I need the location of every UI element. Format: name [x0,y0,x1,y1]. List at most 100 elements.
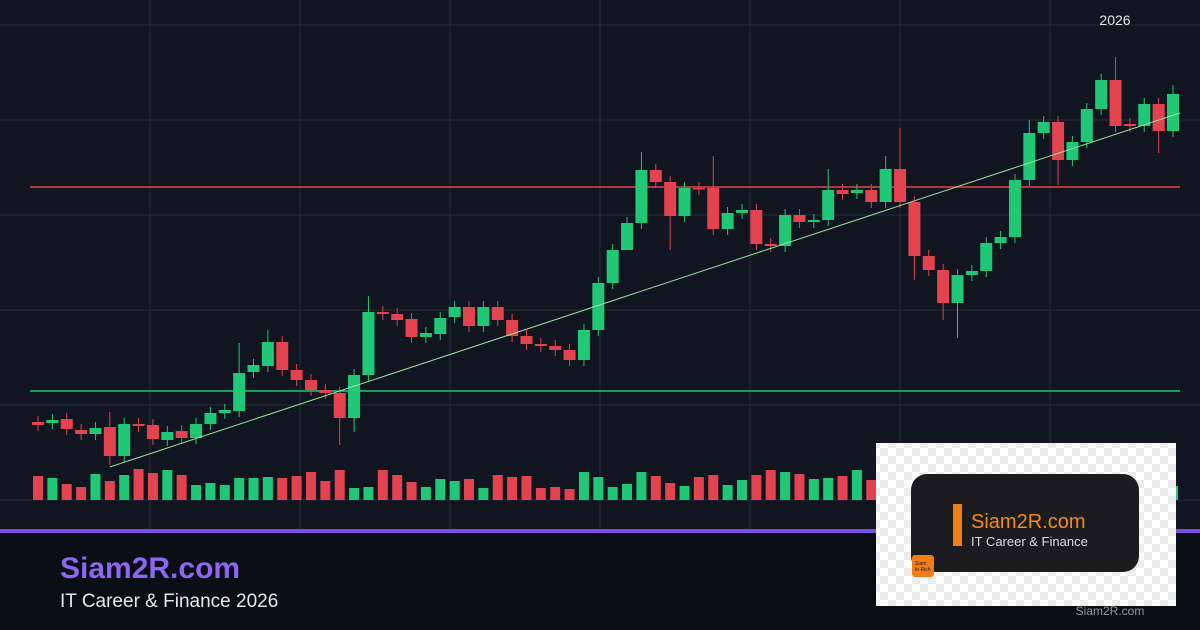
volume-bar [305,472,316,500]
candle-body [735,210,748,213]
volume-bar [478,488,489,500]
volume-bar [866,480,877,500]
candle-body [290,370,303,380]
volume-bar [133,469,144,500]
volume-bar [176,475,187,500]
volume-bar [61,484,72,500]
volume-bar [406,482,417,500]
candle-body [1037,122,1050,133]
corner-label: 2026 [1099,12,1130,28]
volume-bar [234,478,245,500]
candle-body [994,237,1007,243]
candle-body [807,220,820,222]
volume-bar [205,483,216,500]
candle-body [362,312,375,375]
candle-body [75,430,88,434]
volume-bar [622,484,633,500]
logo-card [911,474,1139,572]
grid [0,0,1200,530]
brand-subtitle: IT Career & Finance 2026 [60,591,278,612]
volume-bar [349,488,360,500]
volume-bar [851,470,862,500]
divider [0,529,1200,533]
candle-body [405,319,418,337]
candle-body [1152,104,1165,131]
candle-body [247,365,260,372]
candle-body [678,188,691,216]
candle-body [879,169,892,202]
volume-bar [593,477,604,500]
volume-bar [535,488,546,500]
volume-bar [823,478,834,500]
volume-bar [262,477,273,500]
candle-body [692,188,705,190]
candle-body [391,314,404,320]
candle-body [908,202,921,256]
candle-body [46,420,59,423]
candle-body [1066,142,1079,160]
volume-bar [780,472,791,500]
candle-body [276,342,289,370]
candle-body [865,190,878,202]
candle-body [477,307,490,326]
volume-bar [420,487,431,500]
candle-body [506,320,519,336]
volume-bar [736,480,747,500]
candle-body [822,190,835,220]
candle-body [319,390,332,393]
volume-bar [578,472,589,500]
candle-body [190,424,203,438]
volume-bar [765,470,776,500]
volume-bar [248,478,259,500]
volume-bar [665,483,676,500]
candle-body [204,413,217,424]
candle-body [764,244,777,246]
volume-bar [76,487,87,500]
volume-bar [607,487,618,500]
volume-bar [492,475,503,500]
candle-body [261,342,274,366]
candle-body [951,275,964,303]
volume-bar [147,473,158,500]
candle-body [1023,133,1036,180]
volume-bar [334,470,345,500]
volume-bar [708,475,719,500]
logo: Siam2R.com IT Career & Finance Siam to R… [876,443,1176,606]
volume-bar [507,477,518,500]
volume-bar [449,481,460,500]
candle-body [606,250,619,283]
candle-body [1052,122,1065,160]
volume-bar [837,476,848,500]
candle-body [132,424,145,426]
candle-body [635,170,648,223]
volume-bar [550,487,561,500]
brand-title: Siam2R.com [60,552,240,585]
badge-text: Siam [915,561,926,567]
candle-body [448,307,461,317]
volume-bar [104,481,115,500]
candle-body [534,344,547,346]
volume-bar [751,475,762,500]
volume-bar [464,479,475,500]
candle-body [965,271,978,275]
candle-body [937,270,950,303]
candle-body [549,346,562,350]
candle-body [980,243,993,271]
candle-body [463,307,476,326]
candle-body [779,215,792,246]
logo-tagline: IT Career & Finance [971,534,1088,549]
candle-body [721,213,734,229]
candle-body [218,410,231,413]
candle-body [348,375,361,418]
candle-body [60,419,73,429]
volume-bar [320,481,331,500]
volume-bar [435,479,446,500]
candle-body [1138,104,1151,126]
candle-body [32,422,44,425]
candle-body [894,169,907,202]
candle-body [850,190,863,193]
candle-body [146,425,159,439]
candle-body [577,330,590,360]
